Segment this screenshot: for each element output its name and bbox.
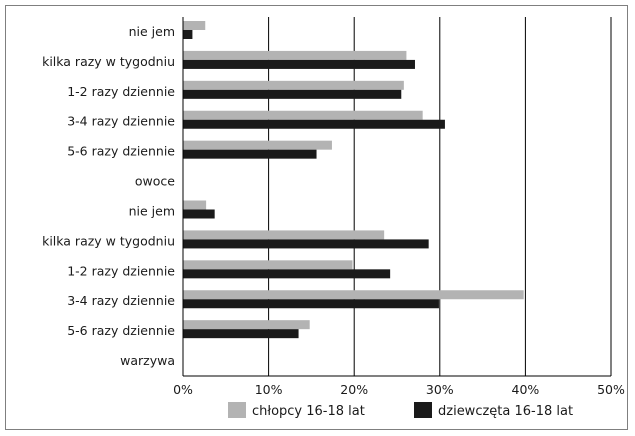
chart-frame: nie jem kilka razy w tygodniu 1-2 razy dzi… (5, 5, 628, 430)
category-label: 1-2 razy dziennie (67, 263, 175, 278)
bar-dziewczeta (183, 89, 402, 99)
bar-dziewczeta (183, 30, 193, 39)
category-label: warzywa (120, 353, 175, 368)
category-label: kilka razy w tygodniu (42, 233, 175, 248)
bar-chlopcy (183, 260, 353, 270)
bar-dziewczeta (183, 269, 391, 279)
category-label: nie jem (129, 24, 175, 39)
bar-dziewczeta (183, 299, 439, 309)
category-label: owoce (135, 174, 175, 189)
bar-dziewczeta (183, 239, 429, 249)
x-tick-label: 0% (173, 382, 193, 397)
bar-dziewczeta (183, 329, 299, 339)
category-label: 5-6 razy dziennie (67, 144, 175, 159)
bar-chlopcy (183, 140, 332, 150)
category-label: kilka razy w tygodniu (42, 54, 175, 69)
x-tick-label: 10% (255, 382, 283, 397)
bar-chlopcy (183, 21, 206, 30)
bar-dziewczeta (183, 119, 445, 129)
bar-chlopcy (183, 80, 404, 90)
legend-swatch-dziewczeta (414, 402, 432, 418)
category-label: 3-4 razy dziennie (67, 114, 175, 129)
x-tick-label: 30% (426, 382, 454, 397)
bar-dziewczeta (183, 149, 317, 159)
bar-chlopcy (183, 110, 423, 120)
category-label: 5-6 razy dziennie (67, 323, 175, 338)
legend-label: dziewczęta 16-18 lat (438, 404, 573, 419)
bar-chart: nie jem kilka razy w tygodniu 1-2 razy dzi… (42, 17, 625, 419)
bar-chlopcy (183, 290, 524, 300)
x-tick-label: 40% (512, 382, 540, 397)
legend-swatch-chlopcy (228, 402, 246, 418)
category-label: 1-2 razy dziennie (67, 84, 175, 99)
x-tick-label: 20% (340, 382, 368, 397)
category-label: nie jem (129, 203, 175, 218)
bar-dziewczeta (183, 209, 215, 219)
legend-label: chłopcy 16-18 lat (252, 404, 365, 419)
x-tick-label: 50% (597, 382, 625, 397)
bar-dziewczeta (183, 59, 415, 69)
bar-chlopcy (183, 200, 207, 210)
bar-chlopcy (183, 50, 407, 60)
bar-chlopcy (183, 320, 310, 330)
category-label: 3-4 razy dziennie (67, 293, 175, 308)
bar-chlopcy (183, 230, 385, 240)
